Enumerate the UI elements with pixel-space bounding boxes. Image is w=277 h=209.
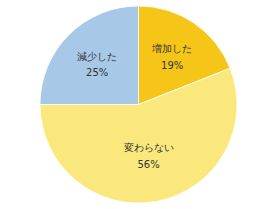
svg-text:減少した: 減少した <box>77 51 117 62</box>
svg-text:変わらない: 変わらない <box>124 142 174 153</box>
svg-text:19%: 19% <box>161 60 183 71</box>
svg-text:56%: 56% <box>137 159 159 170</box>
svg-text:増加した: 増加した <box>151 43 192 54</box>
svg-text:25%: 25% <box>86 67 108 78</box>
